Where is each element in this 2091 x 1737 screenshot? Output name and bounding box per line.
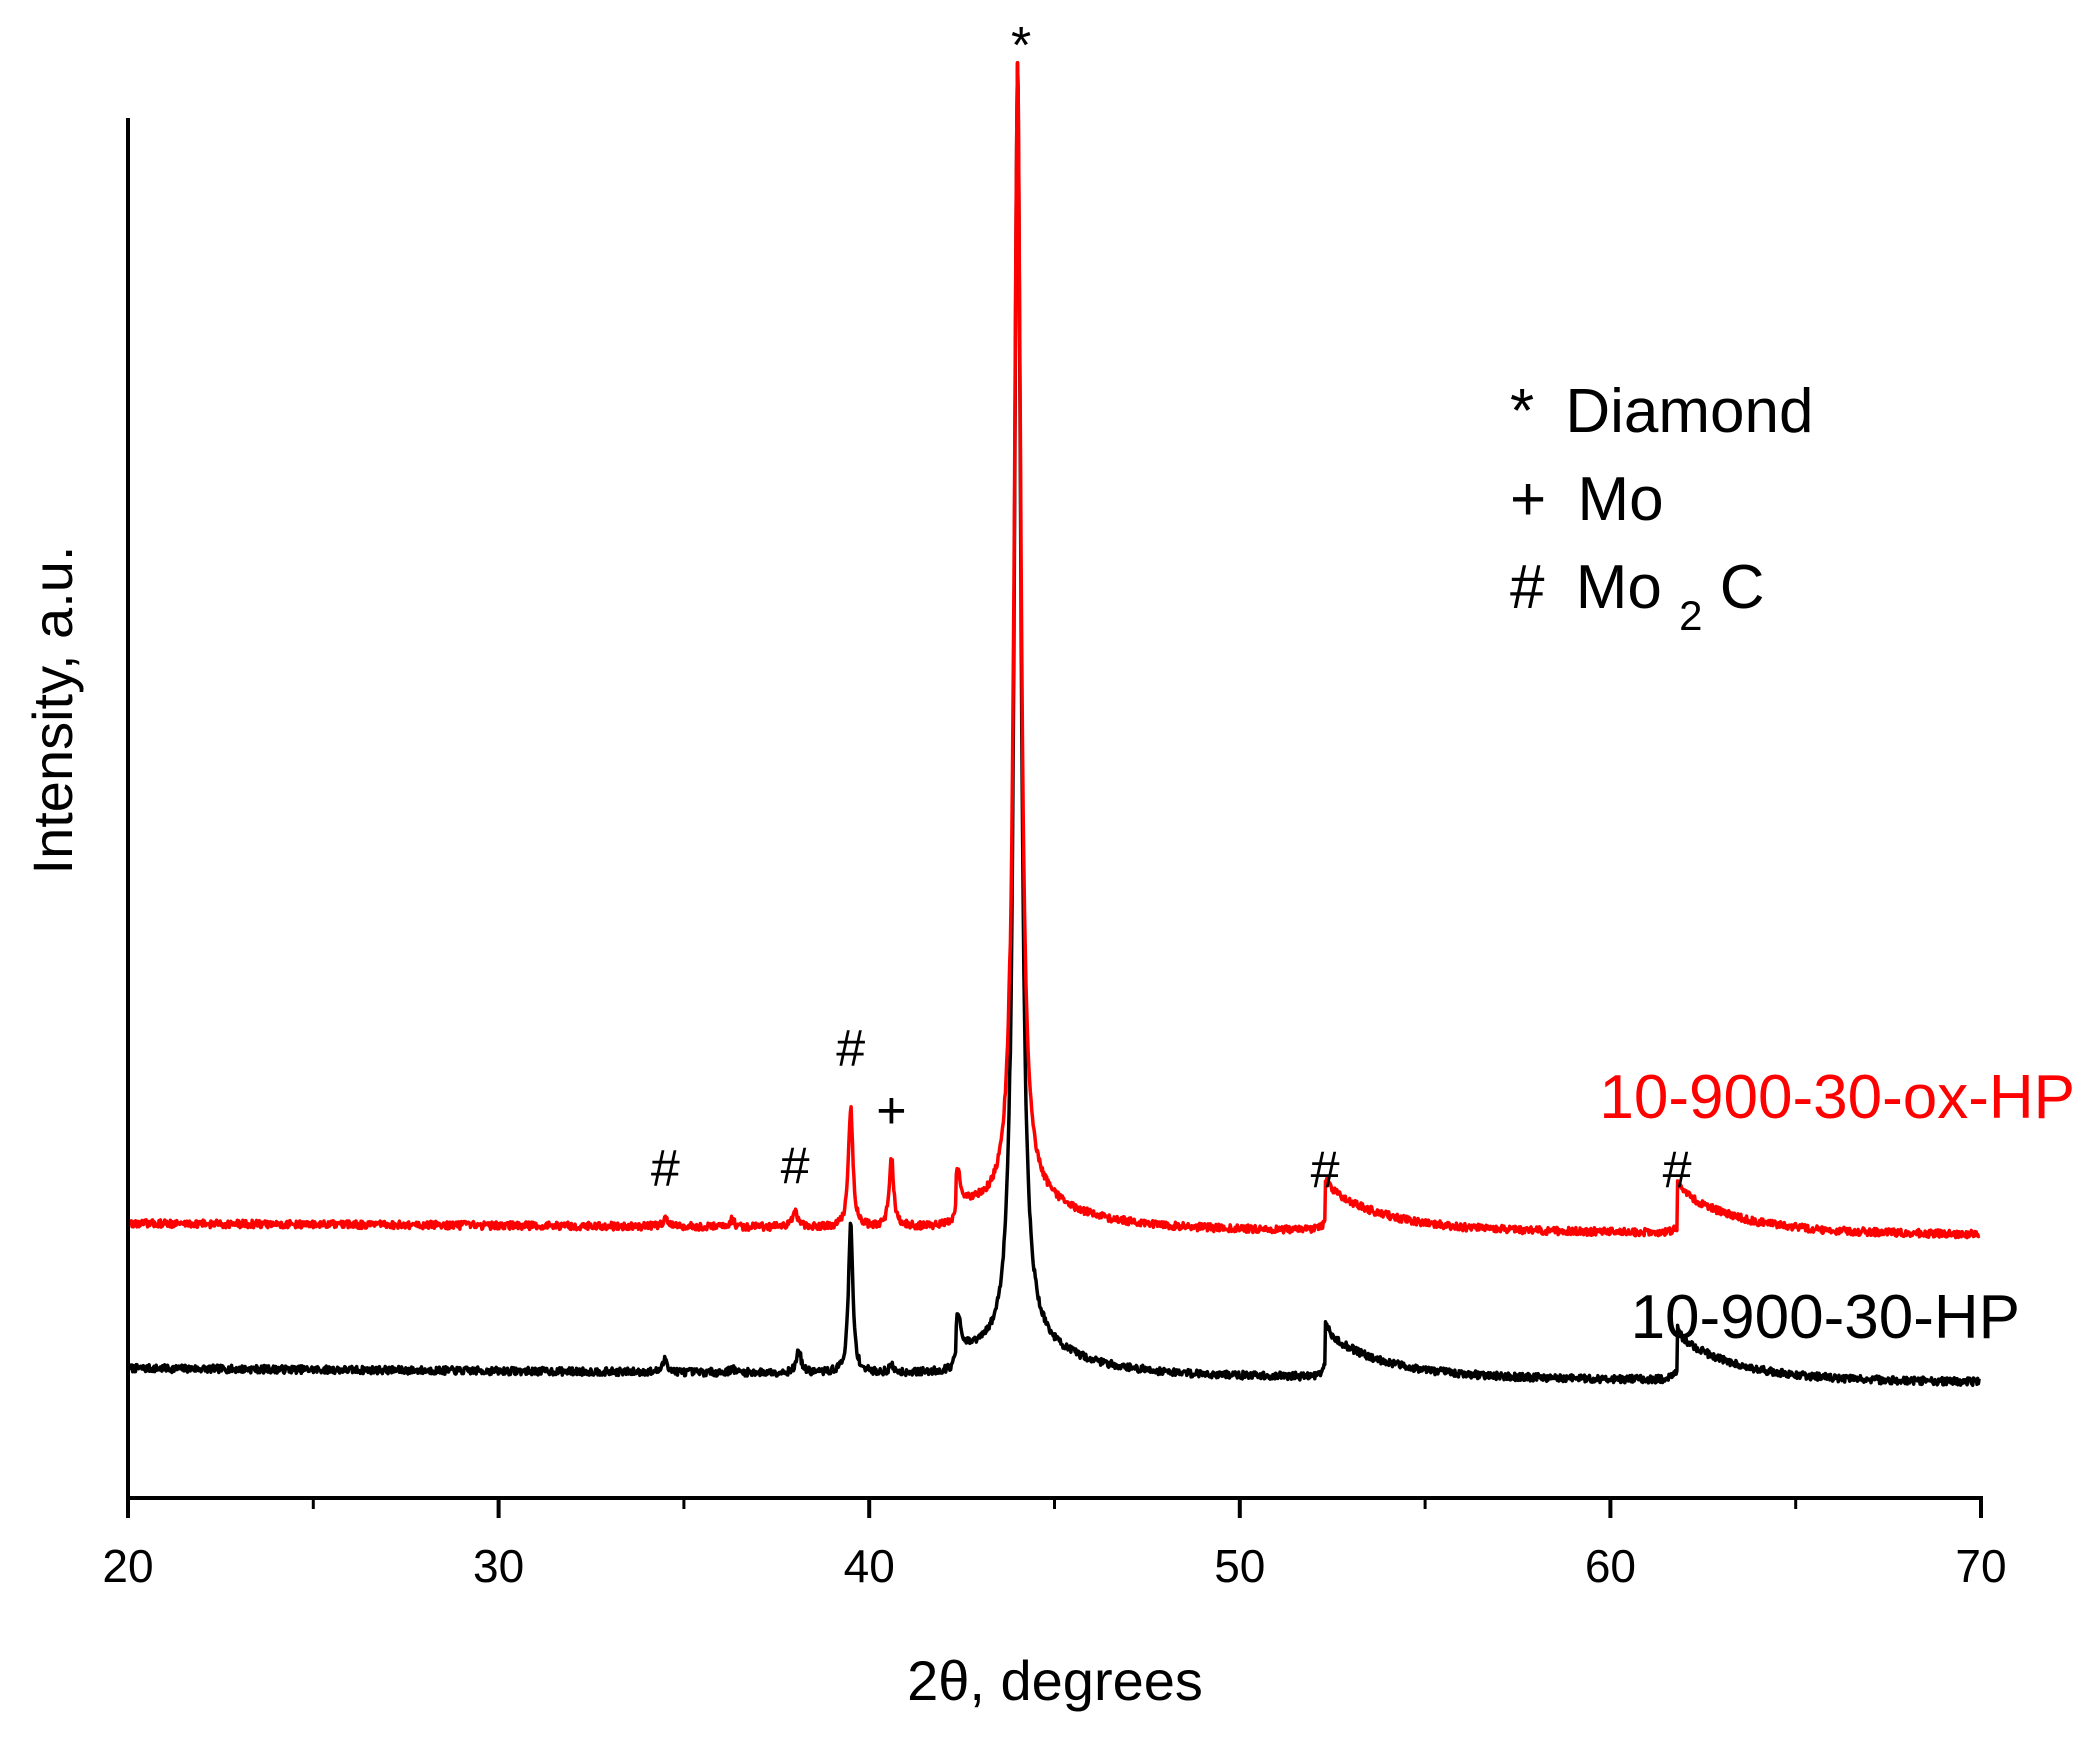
tick-layer: 20 30 40 50 60 70 <box>102 1498 2007 1592</box>
peak-marker: # <box>1311 1142 1340 1200</box>
x-tick-label: 50 <box>1214 1540 1265 1592</box>
x-tick-label: 30 <box>473 1540 524 1592</box>
legend-symbol-mo: + <box>1510 465 1546 534</box>
legend-text-mo2c: Mo <box>1576 553 1662 622</box>
legend-symbol-diamond: * <box>1510 377 1534 446</box>
legend-entry-diamond: * Diamond <box>1510 377 1814 446</box>
x-tick-label: 70 <box>1955 1540 2006 1592</box>
series-layer <box>128 61 1981 1388</box>
series-label-ox-hp: 10-900-30-ox-HP <box>1599 1063 2075 1132</box>
legend-text-diamond: Diamond <box>1565 377 1813 446</box>
y-axis-title: Intensity, a.u. <box>21 546 84 875</box>
x-tick-label: 20 <box>102 1540 153 1592</box>
legend-suffix-mo2c: C <box>1720 553 1765 622</box>
peak-marker: # <box>836 1020 865 1078</box>
peak-marker: # <box>781 1137 810 1195</box>
peak-marker: # <box>651 1140 680 1198</box>
x-tick-label: 60 <box>1585 1540 1636 1592</box>
peak-marker: # <box>1663 1142 1692 1200</box>
legend-symbol-mo2c: # <box>1510 553 1545 622</box>
legend-entry-mo2c: # Mo 2 C <box>1510 553 1764 644</box>
legend: * Diamond + Mo # Mo 2 C <box>1510 377 1814 644</box>
x-tick-label: 40 <box>844 1540 895 1592</box>
series-label-hp: 10-900-30-HP <box>1631 1283 2020 1352</box>
peak-marker: * <box>1011 17 1031 75</box>
peak-marker: + <box>876 1082 906 1140</box>
axis-layer: 20 30 40 50 60 70 <box>102 118 2007 1592</box>
legend-subscript-mo2c: 2 <box>1679 592 1702 639</box>
legend-entry-mo: + Mo <box>1510 465 1664 534</box>
series-line <box>128 61 1981 1240</box>
series-line <box>128 61 1981 1388</box>
legend-text-mo: Mo <box>1577 465 1663 534</box>
label-layer: *# ##+# # <box>651 17 1692 1200</box>
x-axis-title: 2θ, degrees <box>907 1649 1203 1712</box>
